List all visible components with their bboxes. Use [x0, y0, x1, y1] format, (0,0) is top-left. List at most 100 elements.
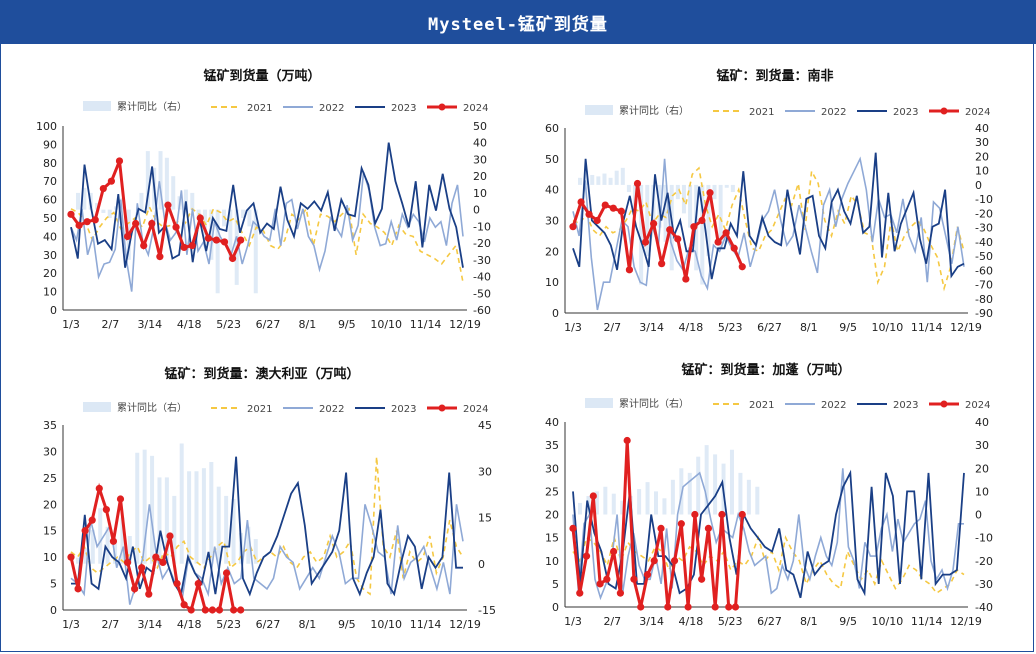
series-point-2024: [698, 216, 706, 225]
cumulative-bar: [639, 184, 644, 285]
cumulative-bar: [158, 151, 163, 210]
cumulative-bar: [190, 192, 195, 210]
legend-swatch-cumulative: [585, 105, 613, 115]
cumulative-bars: [578, 445, 760, 515]
y-tick-label: 10: [545, 276, 559, 289]
legend-label-cumulative: 累计同比（右）: [619, 397, 689, 410]
cumulative-bar: [179, 443, 184, 564]
series-line-2021: [572, 166, 965, 292]
cumulative-bar: [724, 184, 729, 188]
x-tick-label: 11/14: [911, 615, 943, 628]
cumulative-bar: [98, 508, 103, 564]
series-point-2024: [115, 157, 124, 165]
series-point-2024: [596, 580, 604, 588]
series-point-2024: [132, 219, 140, 228]
y2-tick-label: 0: [473, 204, 480, 217]
cumulative-bar: [578, 177, 582, 185]
y2-tick-label: -40: [975, 236, 993, 249]
series-point-2024: [75, 221, 83, 229]
y-tick-label: 30: [545, 462, 559, 475]
legend-label-cumulative: 累计同比（右）: [117, 401, 187, 414]
y-tick-label: 50: [43, 212, 57, 225]
cumulative-bar: [241, 209, 246, 218]
series-point-2024: [148, 219, 156, 228]
y-tick-label: 30: [545, 215, 559, 228]
legend-label-2023: 2023: [391, 103, 416, 114]
y-tick-label: 15: [545, 532, 559, 545]
x-tick-label: 5/23: [216, 318, 241, 331]
x-tick-label: 12/19: [950, 321, 982, 334]
y-tick-label: 0: [50, 604, 57, 617]
cumulative-bar: [145, 151, 150, 210]
y2-tick-label: 20: [473, 170, 487, 183]
cumulative-bar: [101, 209, 106, 213]
y-tick-label: 100: [36, 120, 57, 133]
series-point-2024: [722, 229, 730, 237]
cumulative-bar: [738, 472, 743, 515]
x-tick-label: 1/3: [62, 318, 80, 331]
y2-tick-label: -80: [975, 293, 993, 306]
cumulative-bar: [730, 184, 735, 193]
cumulative-bar: [105, 526, 110, 564]
series-point-2024: [706, 189, 714, 197]
y2-tick-label: 10: [473, 187, 487, 200]
legend-label-2021: 2021: [247, 103, 272, 114]
x-tick-label: 4/18: [177, 318, 202, 331]
cumulative-bar: [620, 167, 625, 185]
x-tick-label: 5/23: [216, 618, 241, 631]
y-tick-label: 20: [545, 245, 559, 258]
series-point-2024: [67, 553, 75, 561]
y-tick-label: 0: [552, 601, 559, 614]
series-point-2024: [576, 589, 584, 597]
series-line-2022: [572, 468, 964, 601]
cumulative-bar: [584, 170, 589, 185]
cumulative-bar: [83, 548, 88, 564]
cumulative-bar: [687, 472, 692, 515]
cumulative-bar: [76, 557, 80, 564]
chart-title: 锰矿到货量（万吨）: [203, 68, 320, 84]
cumulative-bar: [611, 493, 616, 515]
series-point-2024: [569, 524, 577, 532]
legend-label-2023: 2023: [893, 400, 918, 411]
series-point-2024: [156, 253, 164, 261]
y-tick-label: 10: [43, 286, 57, 299]
series-point-2024: [682, 275, 690, 283]
legend-label-cumulative: 累计同比（右）: [619, 104, 689, 117]
cumulative-bar: [602, 173, 607, 185]
series-point-2024: [637, 603, 645, 611]
y2-tick-label: 15: [478, 512, 492, 525]
y-tick-label: 40: [545, 184, 559, 197]
x-tick-label: 4/18: [679, 321, 704, 334]
y2-tick-label: 20: [975, 462, 989, 475]
cumulative-bar: [142, 449, 147, 564]
cumulative-bar: [209, 209, 214, 260]
series-point-2024: [215, 606, 224, 614]
cumulative-bar: [135, 452, 140, 564]
cumulative-bars: [76, 151, 258, 294]
legend-marker-2024: [940, 400, 948, 408]
series-point-2024: [730, 244, 738, 252]
y2-tick-label: 30: [975, 439, 989, 452]
y2-tick-label: 45: [478, 419, 492, 432]
cumulative-bar: [127, 536, 132, 564]
x-tick-label: 3/14: [137, 618, 162, 631]
cumulative-bar: [663, 184, 668, 242]
x-tick-label: 3/14: [639, 615, 664, 628]
series-point-2024: [107, 177, 115, 185]
chart-panel-4: 锰矿：到货量：加蓬（万吨） 0 5 10 15 20 25 30 35 40 40 30 20 10 0 -1…: [545, 362, 993, 628]
x-tick-label: 8/1: [299, 618, 317, 631]
cumulative-bar: [246, 526, 251, 564]
series-point-2024: [222, 569, 231, 577]
series-point-2024: [616, 589, 624, 597]
x-tick-label: 8/1: [800, 615, 818, 628]
legend-swatch-cumulative: [585, 398, 613, 408]
y2-tick-label: -40: [975, 601, 993, 614]
y2-tick-label: -20: [975, 555, 993, 568]
cumulative-bar: [187, 471, 192, 564]
series-point-2024: [88, 516, 96, 524]
x-tick-label: 3/14: [639, 321, 664, 334]
cumulative-bar: [150, 455, 155, 564]
